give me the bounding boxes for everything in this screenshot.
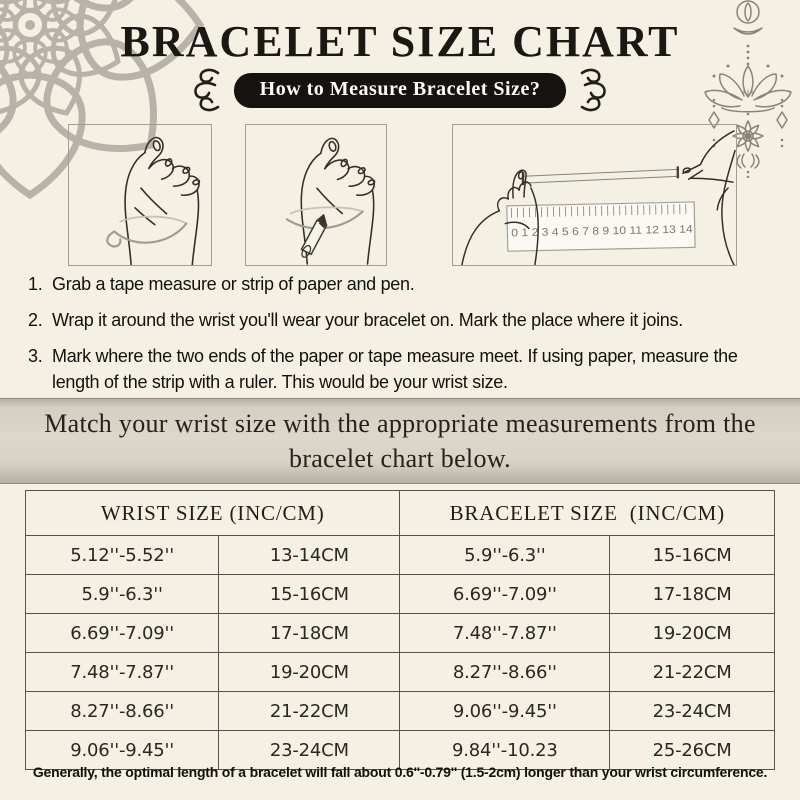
step-3-text: Mark where the two ends of the paper or …: [52, 346, 738, 392]
wrist-inch-cell: 5.12''-5.52'': [24, 535, 220, 575]
illustration-mark-wrist: [245, 124, 387, 266]
flourish-right-icon: [581, 68, 607, 112]
bracelet-cm-cell: 23-24CM: [609, 691, 775, 731]
wrist-inch-cell: 9.06''-9.45'': [24, 730, 220, 770]
step-1-text: Grab a tape measure or strip of paper an…: [52, 274, 415, 294]
table-row: 6.69''-7.09'' 17-18CM 7.48''-7.87'' 19-2…: [24, 613, 775, 653]
bracelet-inch-cell: 7.48''-7.87'': [399, 613, 611, 653]
step-1: 1. Grab a tape measure or strip of paper…: [28, 272, 776, 297]
wrist-inch-cell: 6.69''-7.09'': [24, 613, 220, 653]
table-row: 5.12''-5.52'' 13-14CM 5.9''-6.3'' 15-16C…: [24, 535, 775, 575]
match-size-banner: Match your wrist size with the appropria…: [0, 398, 800, 484]
bracelet-size-header: BRACELET SIZE (INC/CM): [399, 490, 775, 536]
wrist-cm-cell: 15-16CM: [218, 574, 401, 614]
badge-row: How to Measure Bracelet Size?: [0, 68, 800, 112]
bracelet-cm-cell: 15-16CM: [609, 535, 775, 575]
wrist-inch-cell: 8.27''-8.66'': [24, 691, 220, 731]
size-chart-table: WRIST SIZE (INC/CM) BRACELET SIZE (INC/C…: [24, 490, 775, 770]
table-header-row: WRIST SIZE (INC/CM) BRACELET SIZE (INC/C…: [24, 490, 775, 536]
step-2: 2. Wrap it around the wrist you'll wear …: [28, 308, 776, 333]
illustration-measure-string: [68, 124, 212, 266]
wrist-cm-cell: 23-24CM: [218, 730, 401, 770]
instruction-steps: 1. Grab a tape measure or strip of paper…: [28, 272, 776, 406]
wrist-cm-cell: 13-14CM: [218, 535, 401, 575]
how-to-measure-badge: How to Measure Bracelet Size?: [233, 72, 567, 108]
table-row: 9.06''-9.45'' 23-24CM 9.84''-10.23 25-26…: [24, 730, 775, 770]
banner-text: Match your wrist size with the appropria…: [44, 408, 756, 473]
step-1-number: 1.: [28, 274, 43, 294]
step-2-text: Wrap it around the wrist you'll wear you…: [52, 310, 683, 331]
bracelet-cm-cell: 25-26CM: [609, 730, 775, 770]
wrist-size-header: WRIST SIZE (INC/CM): [24, 490, 401, 536]
step-3: 3. Mark where the two ends of the paper …: [28, 344, 776, 394]
bracelet-cm-cell: 17-18CM: [609, 574, 775, 614]
wrist-cm-cell: 19-20CM: [218, 652, 401, 692]
wrist-cm-cell: 17-18CM: [218, 613, 401, 653]
bracelet-inch-cell: 8.27''-8.66'': [399, 652, 611, 692]
bracelet-cm-cell: 19-20CM: [609, 613, 775, 653]
table-row: 8.27''-8.66'' 21-22CM 9.06''-9.45'' 23-2…: [24, 691, 775, 731]
hand-with-pen-icon: [285, 137, 376, 265]
table-row: 5.9''-6.3'' 15-16CM 6.69''-7.09'' 17-18C…: [24, 574, 775, 614]
bracelet-inch-cell: 6.69''-7.09'': [399, 574, 611, 614]
bracelet-inch-cell: 5.9''-6.3'': [399, 535, 611, 575]
illustration-ruler-measure: 0 1 2 3 4 5 6 7 8 9 10 11 12 13 14: [452, 124, 737, 266]
step-2-number: 2.: [28, 310, 43, 331]
step-3-number: 3.: [28, 346, 43, 367]
wrist-inch-cell: 5.9''-6.3'': [24, 574, 220, 614]
flourish-left-icon: [193, 68, 219, 112]
hands-ruler-icon: 0 1 2 3 4 5 6 7 8 9 10 11 12 13 14: [461, 130, 736, 265]
bracelet-inch-cell: 9.06''-9.45'': [399, 691, 611, 731]
hand-with-string-icon: [106, 136, 201, 265]
ruler-numbers: 0 1 2 3 4 5 6 7 8 9 10 11 12 13 14: [511, 224, 693, 240]
bracelet-inch-cell: 9.84''-10.23: [399, 730, 611, 770]
wrist-cm-cell: 21-22CM: [218, 691, 401, 731]
bracelet-cm-cell: 21-22CM: [609, 652, 775, 692]
page-title: BRACELET SIZE CHART: [120, 17, 680, 66]
table-row: 7.48''-7.87'' 19-20CM 8.27''-8.66'' 21-2…: [24, 652, 775, 692]
footnote-text: Generally, the optimal length of a brace…: [32, 764, 768, 780]
wrist-inch-cell: 7.48''-7.87'': [24, 652, 220, 692]
